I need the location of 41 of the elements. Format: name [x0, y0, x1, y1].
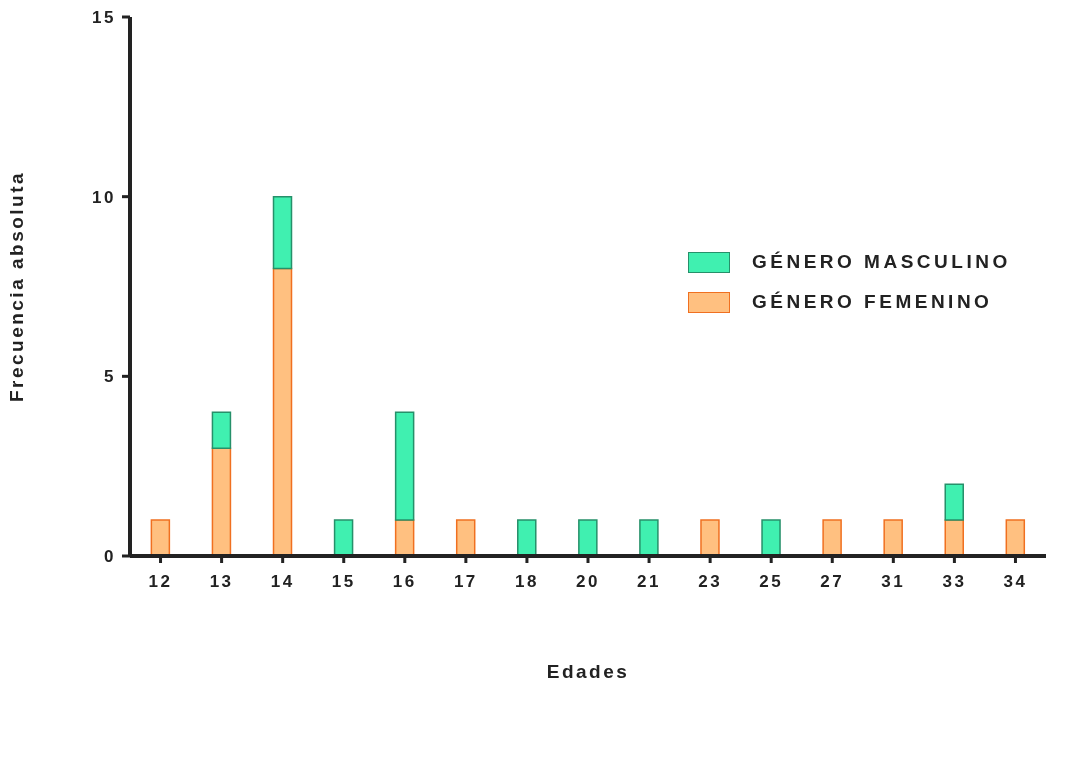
- bar: [883, 519, 903, 556]
- x-tick-label: 21: [637, 572, 662, 592]
- bar: [944, 483, 964, 521]
- bar: [517, 519, 537, 556]
- bar: [761, 519, 781, 556]
- bar: [700, 519, 720, 556]
- x-tick-label: 14: [270, 572, 295, 592]
- bar: [333, 519, 354, 556]
- bar: [150, 519, 171, 556]
- y-tick-label: 0: [104, 547, 116, 567]
- y-tick-label: 5: [104, 367, 116, 387]
- x-tick-label: 13: [209, 572, 234, 592]
- bar: [455, 519, 476, 556]
- legend-label: GÉNERO FEMENINO: [752, 291, 993, 313]
- x-tick-label: 15: [331, 572, 356, 592]
- bar: [1005, 519, 1026, 556]
- bar: [394, 411, 415, 521]
- x-tick-label: 27: [820, 572, 845, 592]
- x-tick-label: 34: [1003, 572, 1028, 592]
- x-tick-label: 18: [514, 572, 539, 592]
- x-tick-label: 12: [148, 572, 173, 592]
- x-axis-title: Edades: [546, 661, 630, 682]
- x-tick-label: 25: [759, 572, 784, 592]
- bar: [578, 519, 598, 556]
- x-tick-label: 31: [881, 572, 906, 592]
- x-tick-label: 33: [942, 572, 967, 592]
- x-tick-label: 16: [392, 572, 417, 592]
- x-tick-label: 20: [576, 572, 600, 592]
- y-tick-label: 15: [92, 8, 116, 28]
- bar: [211, 447, 232, 556]
- bar: [944, 519, 964, 556]
- bar: [639, 519, 659, 556]
- y-tick-label: 10: [92, 187, 116, 207]
- bar: [272, 267, 293, 556]
- bar: [211, 411, 232, 449]
- x-tick-label: 17: [453, 572, 478, 592]
- bar: [822, 519, 842, 556]
- y-axis-title: Frecuencia absoluta: [5, 170, 27, 403]
- bar: [272, 195, 293, 270]
- x-tick-label: 23: [698, 572, 723, 592]
- legend-label: GÉNERO MASCULINO: [752, 251, 1011, 273]
